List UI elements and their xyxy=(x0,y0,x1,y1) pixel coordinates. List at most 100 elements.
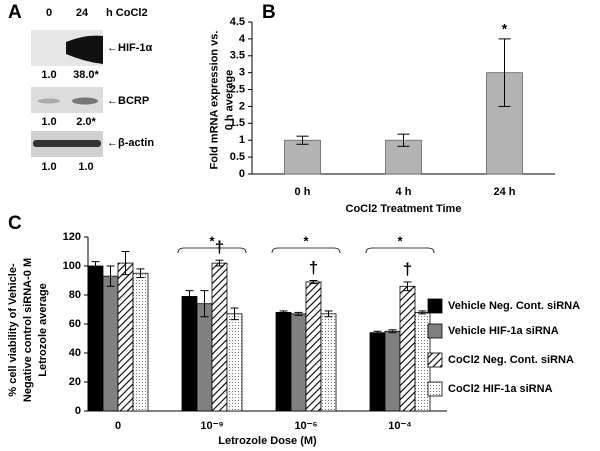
error-bar xyxy=(324,310,333,318)
y-tick-label: 2 xyxy=(239,100,245,112)
x-axis-label: Letrozole Dose (M) xyxy=(218,435,317,447)
x-tick-label: 10⁻⁴ xyxy=(388,420,411,432)
error-bar xyxy=(230,307,239,321)
x-tick-label: 0 h xyxy=(295,186,311,198)
bar xyxy=(486,72,523,175)
significance: * xyxy=(303,233,309,248)
y-tick-label: 120 xyxy=(63,231,81,243)
y-axis-label: Letrozole average xyxy=(37,283,49,377)
bar xyxy=(196,303,213,412)
dagger: † xyxy=(215,238,224,257)
y-tick-label: 4.5 xyxy=(230,16,245,28)
error-bar xyxy=(418,310,427,315)
significance-bracket xyxy=(177,247,247,254)
blot-value: 1.0 xyxy=(41,161,56,173)
blot-value: 1.0 xyxy=(41,116,56,128)
bar xyxy=(132,272,149,412)
lane-unit: h CoCl2 xyxy=(106,7,148,19)
legend-swatch xyxy=(427,323,443,339)
blot-value: 38.0* xyxy=(73,69,99,81)
x-tick-label: 10⁻⁹ xyxy=(200,420,223,432)
bar xyxy=(87,265,104,412)
blot-value: 1.0 xyxy=(41,69,56,81)
bar xyxy=(284,139,321,175)
y-tick-label: 80 xyxy=(69,289,81,301)
bar xyxy=(181,296,198,412)
blot-row-label: ←HIF-1α xyxy=(107,42,153,54)
y-tick-label: 60 xyxy=(69,318,81,330)
dagger: † xyxy=(309,258,318,277)
x-tick-label: 4 h xyxy=(396,186,412,198)
legend-label: CoCl2 HIF-1a siRNA xyxy=(448,383,553,395)
blot-value: 1.0 xyxy=(78,161,93,173)
error-bar xyxy=(498,38,511,107)
annotation: * xyxy=(502,21,508,37)
error-bar xyxy=(91,261,100,271)
error-bar xyxy=(279,310,288,315)
error-bar xyxy=(296,135,309,145)
bar xyxy=(275,311,292,412)
y-tick-label: 0.5 xyxy=(230,151,245,163)
error-bar xyxy=(397,133,410,147)
y-tick-label: 0 xyxy=(75,405,81,417)
blot-image xyxy=(31,30,103,157)
x-tick-label: 10⁻⁶ xyxy=(294,420,317,432)
y-tick-label: 3 xyxy=(239,67,245,79)
y-axis-label: Fold mRNA expression vs. xyxy=(208,31,220,170)
panel-label: A xyxy=(8,2,22,23)
blot-row-label: ←β-actin xyxy=(107,137,154,149)
y-tick-label: 20 xyxy=(69,376,81,388)
bar xyxy=(399,285,416,412)
y-axis-label: Negative control siRNA-0 M xyxy=(22,258,34,402)
error-bar xyxy=(373,330,382,335)
x-tick-label: 24 h xyxy=(493,186,515,198)
bar xyxy=(384,330,401,412)
bar xyxy=(117,262,134,412)
panel-label: C xyxy=(8,213,22,234)
y-axis-label: % cell viability of Vehicle- xyxy=(7,263,19,397)
error-bar xyxy=(106,265,115,287)
bar xyxy=(320,313,337,412)
error-bar xyxy=(294,311,303,316)
dagger: † xyxy=(403,259,412,278)
error-bar xyxy=(388,329,397,334)
bar xyxy=(369,332,386,412)
error-bar xyxy=(215,259,224,267)
bar xyxy=(226,313,243,412)
bar xyxy=(305,281,322,412)
legend-label: Vehicle HIF-1a siRNA xyxy=(448,325,559,337)
blot-row-label: ←BCRP xyxy=(107,95,149,107)
x-tick-label: 0 xyxy=(115,420,121,432)
error-bar xyxy=(136,268,145,279)
error-bar xyxy=(121,251,130,276)
y-tick-label: 1.5 xyxy=(230,117,245,129)
error-bar xyxy=(200,290,209,318)
y-tick-label: 4 xyxy=(239,33,246,45)
x-axis-label: CoCl2 Treatment Time xyxy=(346,203,462,215)
y-tick-label: 1 xyxy=(239,134,245,146)
y-axis-label: 0 h average xyxy=(223,70,235,131)
blot-value: 2.0* xyxy=(76,116,96,128)
significance-bracket xyxy=(271,247,341,254)
bar xyxy=(290,313,307,412)
error-bar xyxy=(185,290,194,303)
y-tick-label: 40 xyxy=(69,347,81,359)
bar xyxy=(102,275,119,412)
legend-swatch xyxy=(427,298,443,314)
legend-label: Vehicle Neg. Cont. siRNA xyxy=(448,300,580,312)
panel-label: B xyxy=(262,2,276,23)
y-tick-label: 0 xyxy=(239,168,245,180)
significance: * xyxy=(209,233,215,248)
y-tick-label: 2.5 xyxy=(230,83,245,95)
legend-swatch xyxy=(427,381,443,397)
y-tick-label: 3.5 xyxy=(230,50,245,62)
legend-swatch xyxy=(427,352,443,368)
significance-bracket xyxy=(365,247,435,254)
y-tick-label: 100 xyxy=(63,260,81,272)
significance: * xyxy=(397,233,403,248)
lane-label: 24 xyxy=(76,7,89,19)
error-bar xyxy=(309,280,318,284)
legend-label: CoCl2 Neg. Cont. siRNA xyxy=(448,354,574,366)
lane-label: 0 xyxy=(46,7,52,19)
